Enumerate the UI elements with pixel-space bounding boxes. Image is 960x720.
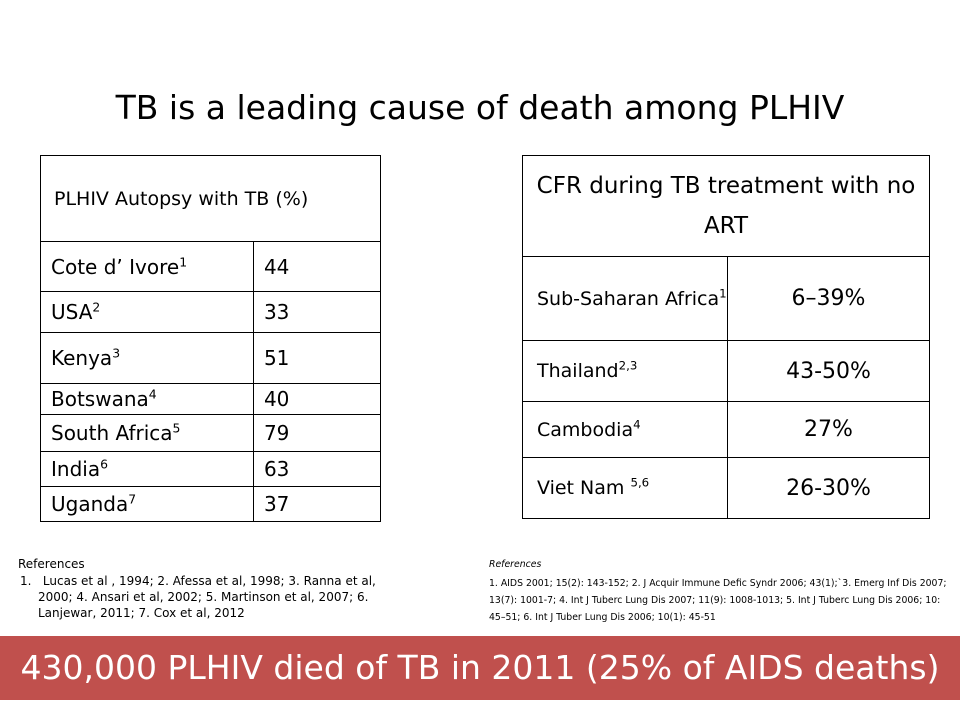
country-name: Uganda bbox=[51, 492, 129, 516]
table-row: Cambodia4 27% bbox=[522, 401, 930, 458]
country-name: Sub-Saharan Africa bbox=[537, 287, 720, 310]
country-name: Cambodia bbox=[537, 418, 634, 441]
country-name: Botswana bbox=[51, 387, 149, 411]
value-cell: 6–39% bbox=[727, 256, 930, 341]
references-heading: References bbox=[489, 559, 542, 570]
country-cell: Cambodia4 bbox=[522, 401, 728, 458]
value-cell: 43-50% bbox=[727, 340, 930, 402]
country-cell: Thailand2,3 bbox=[522, 340, 728, 402]
reference-marker: 6 bbox=[100, 456, 108, 472]
country-cell: South Africa5 bbox=[40, 414, 254, 452]
value-cell: 79 bbox=[252, 414, 382, 452]
country-name: USA bbox=[51, 300, 93, 324]
reference-number: 1. bbox=[20, 574, 32, 588]
autopsy-table: PLHIV Autopsy with TB (%) Cote d’ Ivore1… bbox=[40, 155, 382, 522]
country-name: Thailand bbox=[537, 360, 619, 382]
table-row: Uganda7 37 bbox=[40, 486, 382, 522]
reference-marker: 3 bbox=[112, 345, 121, 361]
country-cell: USA2 bbox=[40, 291, 254, 333]
reference-marker: 1 bbox=[719, 286, 727, 301]
reference-text: Lucas et al , 1994; 2. Afessa et al, 199… bbox=[38, 574, 376, 620]
autopsy-table-header: PLHIV Autopsy with TB (%) bbox=[40, 155, 381, 242]
country-cell: Botswana4 bbox=[40, 383, 254, 415]
table-row: Cote d’ Ivore1 44 bbox=[40, 241, 382, 292]
references-right: References 1. AIDS 2001; 15(2): 143-152;… bbox=[489, 556, 959, 626]
table-row: India6 63 bbox=[40, 451, 382, 487]
table-row: USA2 33 bbox=[40, 291, 382, 333]
table-row: Kenya3 51 bbox=[40, 332, 382, 384]
table-row: Viet Nam 5,6 26-30% bbox=[522, 457, 930, 519]
table-row: South Africa5 79 bbox=[40, 414, 382, 452]
country-name: Kenya bbox=[51, 346, 113, 370]
reference-marker: 4 bbox=[633, 417, 641, 432]
country-name: Viet Nam bbox=[537, 477, 631, 499]
country-cell: Viet Nam 5,6 bbox=[522, 457, 728, 519]
value-cell: 40 bbox=[252, 383, 382, 415]
country-cell: Kenya3 bbox=[40, 332, 254, 384]
country-cell: Sub-Saharan Africa1 bbox=[522, 256, 728, 341]
references-left: References 1. Lucas et al , 1994; 2. Afe… bbox=[18, 556, 398, 621]
reference-text: 1. AIDS 2001; 15(2): 143-152; 2. J Acqui… bbox=[489, 578, 947, 623]
value-cell: 33 bbox=[252, 291, 382, 333]
country-name: India bbox=[51, 457, 101, 481]
value-cell: 63 bbox=[252, 451, 382, 487]
value-cell: 26-30% bbox=[727, 457, 930, 519]
country-cell: India6 bbox=[40, 451, 254, 487]
country-cell: Cote d’ Ivore1 bbox=[40, 241, 254, 292]
table-row: Thailand2,3 43-50% bbox=[522, 340, 930, 402]
summary-banner: 430,000 PLHIV died of TB in 2011 (25% of… bbox=[0, 636, 960, 700]
value-cell: 27% bbox=[727, 401, 930, 458]
reference-marker: 1 bbox=[179, 253, 188, 269]
value-cell: 44 bbox=[252, 241, 382, 292]
slide-title: TB is a leading cause of death among PLH… bbox=[115, 88, 845, 127]
reference-marker: 2,3 bbox=[618, 358, 638, 373]
cfr-table: CFR during TB treatment with no ART Sub-… bbox=[522, 155, 930, 519]
reference-marker: 4 bbox=[148, 386, 157, 402]
reference-marker: 7 bbox=[128, 491, 137, 507]
table-row: Botswana4 40 bbox=[40, 383, 382, 415]
reference-marker: 5,6 bbox=[630, 475, 650, 490]
reference-item: 1. Lucas et al , 1994; 2. Afessa et al, … bbox=[18, 573, 398, 621]
value-cell: 37 bbox=[252, 486, 382, 522]
reference-marker: 2 bbox=[92, 299, 101, 315]
country-name: South Africa bbox=[51, 421, 173, 445]
reference-marker: 5 bbox=[172, 420, 181, 436]
table-row: Sub-Saharan Africa1 6–39% bbox=[522, 256, 930, 341]
country-cell: Uganda7 bbox=[40, 486, 254, 522]
value-cell: 51 bbox=[252, 332, 382, 384]
country-name: Cote d’ Ivore bbox=[51, 254, 180, 279]
references-heading: References bbox=[18, 557, 85, 571]
cfr-table-header: CFR during TB treatment with no ART bbox=[522, 155, 930, 257]
